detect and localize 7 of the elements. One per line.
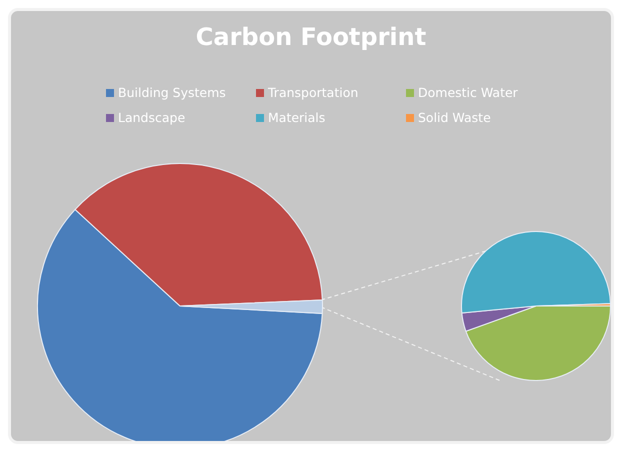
legend-label: Landscape (118, 110, 186, 125)
chart-title: Carbon Footprint (194, 23, 428, 51)
legend-label: Solid Waste (418, 110, 491, 125)
legend-label: Building Systems (118, 85, 226, 100)
legend-label: Materials (268, 110, 326, 125)
legend-label: Transportation (268, 85, 358, 100)
legend-label: Domestic Water (418, 85, 518, 100)
